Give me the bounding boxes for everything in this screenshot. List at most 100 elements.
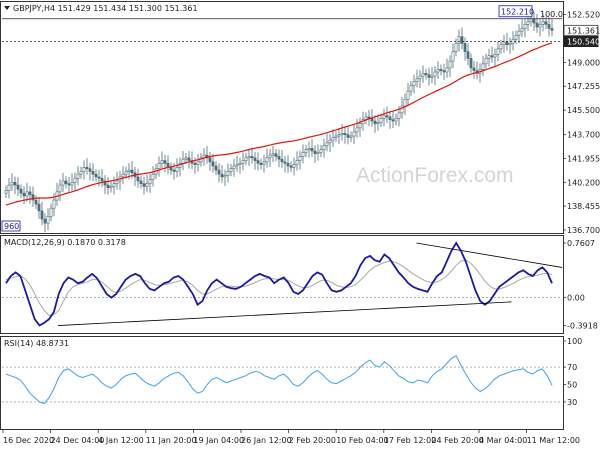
candle-body <box>43 218 47 224</box>
candle-body <box>73 177 77 183</box>
price-tick-label: 141.955 <box>567 154 600 163</box>
candle-body <box>463 43 467 52</box>
candle-body <box>391 119 395 122</box>
time-tick-label: 17 Feb 12:00 <box>384 436 436 445</box>
candle-body <box>259 162 263 165</box>
time-tick-label: 11 Mar 12:00 <box>527 436 580 445</box>
macd-panel-frame <box>0 235 564 334</box>
candle-body <box>184 157 188 160</box>
candle-body <box>373 120 377 125</box>
candle-body <box>139 180 143 184</box>
candle-body <box>334 135 338 138</box>
candle-body <box>271 153 275 156</box>
time-tick-label: 19 Jan 04:00 <box>193 436 244 445</box>
candle-body <box>40 210 44 220</box>
high-annotation: 152.210 <box>498 5 534 18</box>
candle-body <box>163 160 167 164</box>
candle-body <box>481 63 485 70</box>
candle-body <box>187 157 191 161</box>
candle-body <box>22 192 26 197</box>
rsi-line <box>5 355 553 405</box>
candle-body <box>262 161 266 165</box>
candle-body <box>106 184 110 189</box>
candle-body <box>121 173 125 178</box>
candle-body <box>352 131 356 137</box>
time-tick-label: 10 Feb 04:00 <box>336 436 388 445</box>
fib-label: 100.0 <box>540 10 563 19</box>
candle-body <box>424 73 428 76</box>
candle-body <box>529 18 533 22</box>
candle-body <box>502 41 506 46</box>
candle-body <box>340 133 344 135</box>
candle-body <box>376 122 380 125</box>
rsi-axis: 100 70 50 30 <box>563 337 582 407</box>
candle-body <box>124 171 128 175</box>
candle-body <box>28 191 32 195</box>
candle-body <box>535 22 539 28</box>
candle-body <box>469 58 473 69</box>
candle-body <box>433 71 437 77</box>
candle-body <box>436 68 440 73</box>
candle-body <box>37 203 41 212</box>
candle-body <box>127 169 131 172</box>
candle-body <box>412 81 416 86</box>
candle-body <box>508 43 512 46</box>
high-label: 152.210 <box>501 7 534 16</box>
candle-body <box>316 152 320 155</box>
candle-body <box>331 137 335 141</box>
candle-body <box>88 168 92 172</box>
candle-body <box>394 118 398 122</box>
current-price-label: 151.361 <box>567 26 600 35</box>
candle-body <box>67 183 71 186</box>
candle-body <box>241 160 245 164</box>
price-panel-frame <box>0 1 564 234</box>
candle-body <box>157 162 161 170</box>
candle-body <box>193 162 197 165</box>
candle-body <box>283 161 287 164</box>
candle-body <box>274 153 278 157</box>
candle-body <box>415 78 419 82</box>
candle-body <box>514 34 518 40</box>
candle-body <box>310 147 314 152</box>
macd-tick-label: -0.3918 <box>567 322 598 331</box>
watermark: ActionForex.com <box>356 164 514 187</box>
candle-body <box>76 173 80 179</box>
candle-body <box>16 184 20 190</box>
candle-body <box>256 160 260 164</box>
rsi-panel-frame <box>0 336 564 430</box>
candle-body <box>448 60 452 69</box>
candle-body <box>388 116 392 120</box>
current-price-tag: 151.361 <box>563 24 600 36</box>
candle-body <box>148 179 152 184</box>
candle-body <box>244 157 248 161</box>
price-title: GBPJPY,H4 151.429 151.434 151.300 151.36… <box>13 4 198 13</box>
candle-body <box>430 75 434 78</box>
candle-body <box>94 173 98 178</box>
candle-body <box>265 157 269 163</box>
price-axis: 152.520 149.000 147.255 145.500 143.700 141.9… <box>563 11 600 235</box>
candle-body <box>493 54 497 58</box>
candle-body <box>286 162 290 167</box>
candle-body <box>289 165 293 168</box>
candle-body <box>547 24 551 29</box>
candle-body <box>439 68 443 71</box>
low-label-box <box>1 220 21 232</box>
candle-body <box>145 183 149 187</box>
level-price-tag: 150.540 <box>563 36 600 48</box>
time-tick-label: 11 Jan 20:00 <box>146 436 197 445</box>
candle-body <box>298 156 302 161</box>
candle-body <box>82 167 86 172</box>
candle-body <box>472 67 476 71</box>
candle-body <box>406 90 410 100</box>
candle-body <box>511 39 515 44</box>
macd-tick-label: 0.7607 <box>567 239 595 248</box>
candle-body <box>499 44 503 50</box>
candle-body <box>550 28 554 31</box>
time-tick-label: 24 Feb 20:00 <box>431 436 483 445</box>
candle-body <box>532 18 536 24</box>
time-tick-label: 24 Dec 04:00 <box>51 436 105 445</box>
candle-body <box>253 157 257 161</box>
low-label: 960 <box>4 222 19 231</box>
candle-body <box>307 147 311 150</box>
